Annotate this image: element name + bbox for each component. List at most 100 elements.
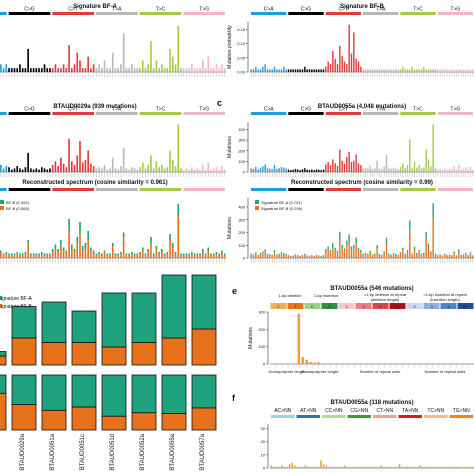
category-strip-T>G (437, 112, 473, 115)
category-strip-C>G (288, 112, 324, 115)
bar (467, 255, 469, 256)
dbs-bar (471, 466, 474, 468)
indel-bar (305, 359, 308, 364)
bar (255, 253, 257, 258)
bar (114, 253, 117, 255)
dbs-bar (406, 466, 409, 468)
bar (460, 255, 462, 256)
bar (446, 169, 448, 172)
dbs-bar (466, 466, 469, 468)
bar (65, 250, 68, 254)
category-label: C>T (68, 107, 78, 113)
bar (161, 249, 163, 252)
bar (418, 252, 420, 258)
bar (294, 69, 297, 72)
bar (430, 251, 432, 254)
bar (40, 252, 43, 254)
bar (364, 167, 367, 172)
bar (92, 166, 95, 172)
indel-strip (321, 303, 338, 309)
panel-letter: e (232, 286, 237, 296)
bar (343, 248, 346, 252)
bar (182, 255, 185, 258)
bar (163, 168, 166, 172)
norm-bar-b (11, 404, 37, 431)
indel-strip-label: C (311, 304, 314, 309)
bar (409, 230, 411, 258)
indel-strip-label: C (277, 304, 280, 309)
bar (322, 69, 325, 72)
bar (188, 255, 190, 258)
category-label: C>A (264, 107, 275, 113)
category-strip-T>A (96, 188, 138, 191)
bar (453, 166, 455, 172)
bar (434, 254, 437, 258)
bar (269, 255, 271, 258)
bar (46, 253, 49, 255)
bar (49, 68, 51, 72)
bar (180, 68, 182, 72)
bar (120, 166, 122, 172)
bar (348, 152, 350, 172)
bar (294, 168, 297, 172)
bar (81, 68, 84, 72)
dbs-bar (301, 466, 304, 468)
bar (57, 249, 59, 252)
bar (122, 148, 125, 172)
bar (76, 52, 79, 72)
bar (420, 69, 423, 72)
bar (171, 56, 174, 72)
bar (158, 252, 160, 254)
bar (92, 250, 95, 254)
bar (381, 254, 383, 256)
bar (425, 231, 427, 239)
dbs-bar (356, 466, 359, 468)
bar (76, 237, 79, 243)
bar (136, 253, 139, 255)
bar (416, 252, 418, 255)
bar (423, 254, 425, 258)
norm-bar-a (11, 374, 37, 406)
dbs-bar (278, 466, 280, 468)
category-strip-C>T (52, 188, 94, 191)
bar (448, 254, 451, 256)
panel-title: BTAUD0029a (939 mutations) (53, 104, 136, 110)
category-strip-C>G (288, 188, 324, 191)
bar (5, 166, 8, 172)
bar (95, 68, 98, 72)
bar (21, 68, 24, 72)
bar (306, 255, 308, 257)
norm-bar-a (0, 374, 7, 394)
bar (446, 255, 448, 258)
bar (448, 168, 451, 172)
bar (367, 69, 369, 72)
bar (294, 255, 297, 258)
bar (95, 253, 98, 255)
y-tick-label: 200 (258, 327, 265, 332)
bar (455, 69, 458, 72)
bar (2, 68, 5, 72)
bar (215, 167, 218, 172)
bar (65, 68, 68, 72)
bar (301, 254, 304, 256)
bar (266, 168, 269, 172)
bar (128, 169, 130, 172)
bar (318, 255, 320, 257)
dbs-bar (280, 465, 283, 468)
bar (43, 253, 46, 255)
exposure-bar-b (0, 355, 7, 366)
bar (460, 69, 462, 72)
bar (325, 164, 327, 172)
bar (133, 253, 136, 255)
bar (196, 68, 199, 72)
bar (19, 168, 21, 172)
bar (30, 255, 32, 258)
bar (357, 247, 360, 251)
dbs-bar (354, 466, 356, 468)
bar (278, 255, 280, 258)
legend-label: BF-B (0.508) (6, 206, 30, 211)
bar (150, 237, 152, 243)
y-axis-label: Mutations (248, 327, 254, 349)
y-tick-label: 0.05 (237, 55, 246, 60)
bar (409, 139, 411, 172)
